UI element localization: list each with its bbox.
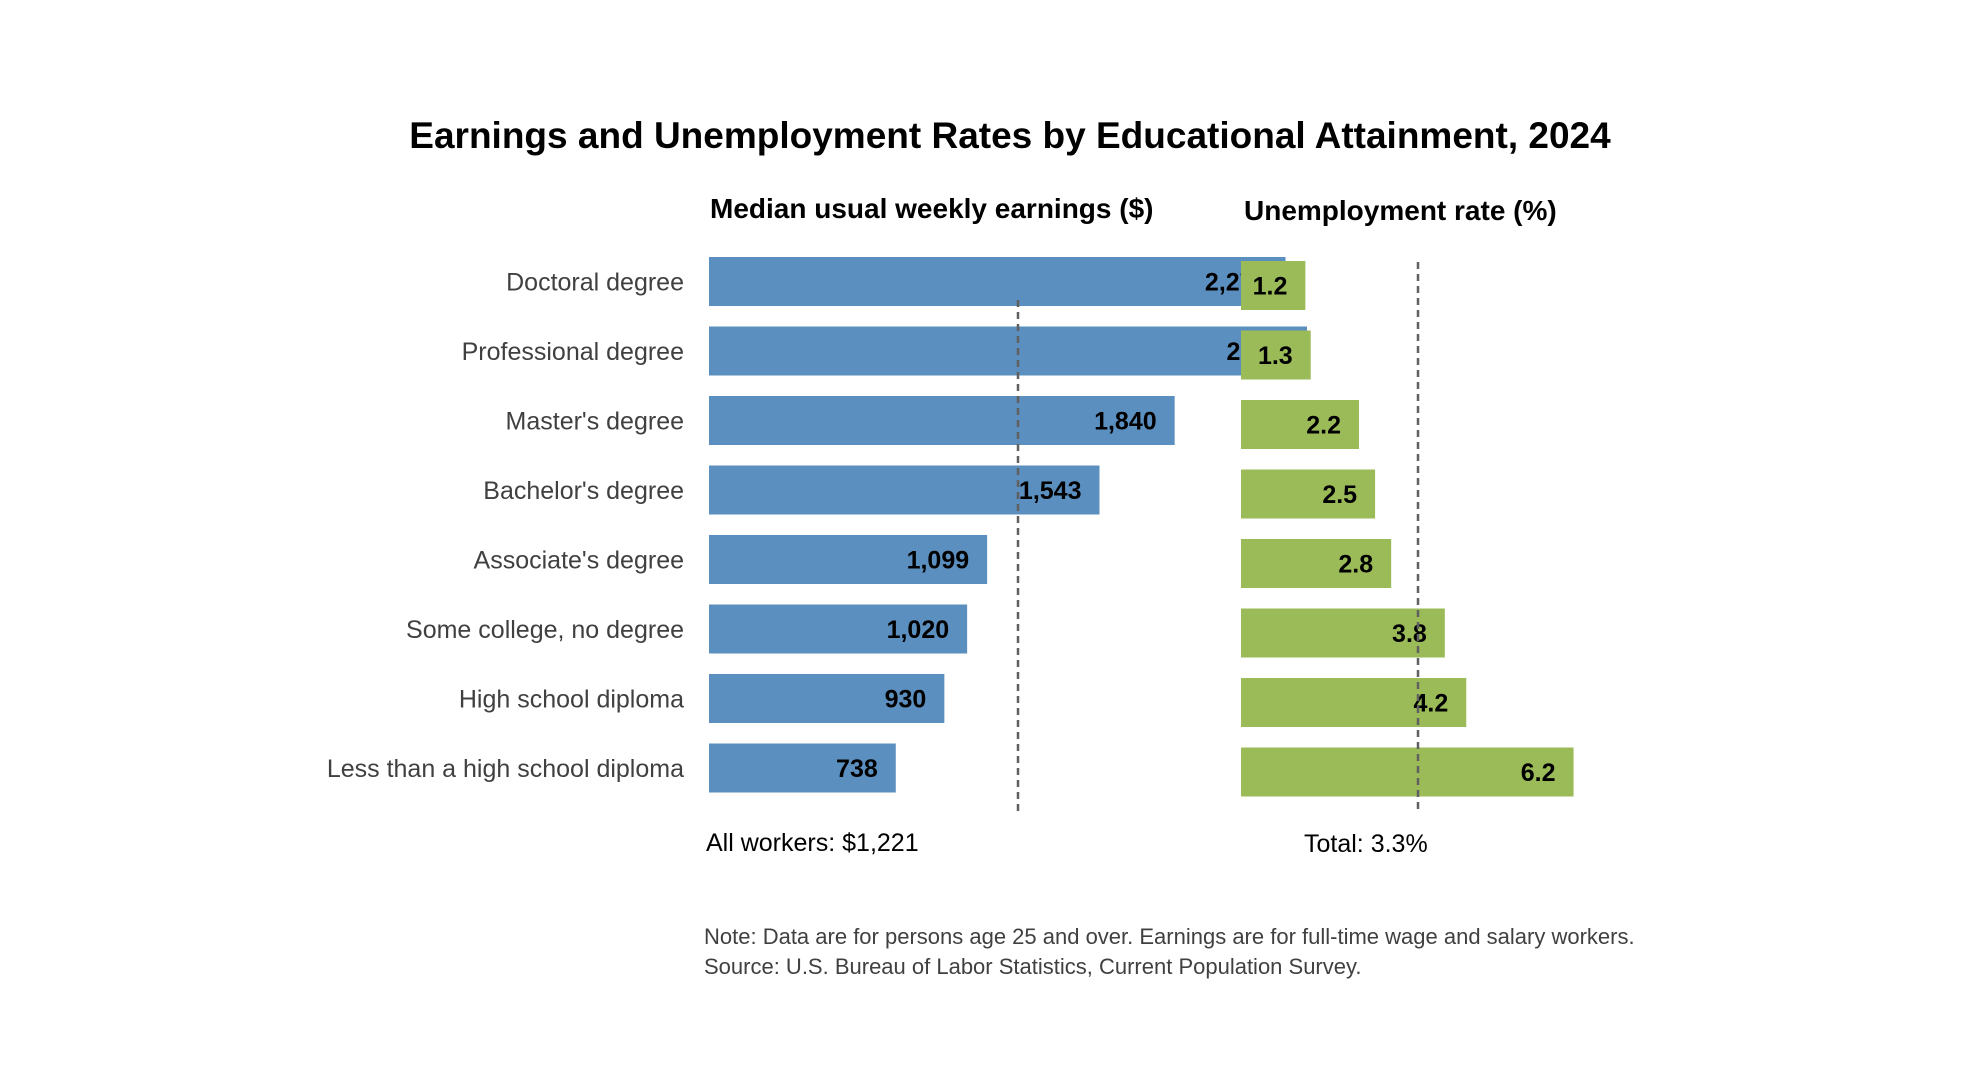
earnings-value-label: 930 — [885, 686, 927, 714]
earnings-value-label: 1,543 — [1019, 477, 1082, 505]
earnings-bar — [709, 326, 1308, 376]
source-line: Source: U.S. Bureau of Labor Statistics,… — [704, 954, 1361, 979]
unemployment-bar — [1241, 261, 1306, 310]
unemployment-bar — [1241, 608, 1445, 658]
earnings-bar — [709, 743, 896, 793]
earnings-value-label: 1,840 — [1094, 408, 1157, 436]
unemployment-bars: 1.2 1.3 2.2 2.5 2.8 3.8 4.2 6.2 — [1241, 261, 1574, 812]
unemployment-panel-title: Unemployment rate (%) — [1244, 195, 1557, 226]
unemployment-bar — [1241, 747, 1574, 797]
category-labels: Doctoral degree Professional degree Master… — [327, 269, 684, 784]
earnings-bar — [709, 674, 945, 723]
unemployment-value-label: 1.2 — [1253, 273, 1288, 301]
category-label: Less than a high school diploma — [327, 755, 684, 783]
unemployment-value-label: 4.2 — [1414, 690, 1449, 718]
earnings-bar — [709, 257, 1286, 306]
earnings-bar — [709, 535, 988, 584]
category-label: High school diploma — [459, 686, 684, 714]
category-label: Doctoral degree — [506, 269, 684, 297]
unemployment-bar — [1241, 400, 1359, 449]
earnings-bar — [709, 604, 968, 654]
category-label: Bachelor's degree — [483, 477, 684, 505]
earnings-value-label: 1,099 — [907, 547, 970, 575]
category-label: Some college, no degree — [406, 616, 684, 644]
unemployment-bar — [1241, 469, 1376, 519]
unemployment-value-label: 2.8 — [1338, 551, 1373, 579]
unemployment-value-label: 6.2 — [1521, 759, 1556, 787]
unemployment-value-label: 1.3 — [1258, 342, 1293, 370]
unemployment-bar — [1241, 678, 1467, 727]
chart-title: Earnings and Unemployment Rates by Educa… — [409, 115, 1611, 156]
unemployment-value-label: 3.8 — [1392, 620, 1427, 648]
earnings-reference-label: All workers: $1,221 — [706, 829, 919, 857]
earnings-value-label: 1,020 — [887, 616, 950, 644]
note-line: Note: Data are for persons age 25 and ov… — [704, 924, 1635, 949]
category-label: Professional degree — [462, 338, 684, 366]
unemployment-value-label: 2.5 — [1322, 481, 1357, 509]
earnings-bar — [709, 396, 1175, 445]
unemployment-bar — [1241, 539, 1392, 588]
unemployment-bar — [1241, 330, 1311, 380]
category-label: Associate's degree — [474, 547, 684, 575]
category-label: Master's degree — [506, 408, 684, 436]
unemployment-value-label: 2.2 — [1306, 412, 1341, 440]
unemployment-reference-label: Total: 3.3% — [1304, 830, 1428, 858]
earnings-bar — [709, 465, 1100, 515]
earnings-value-label: 738 — [836, 755, 878, 783]
earnings-panel-title: Median usual weekly earnings ($) — [710, 193, 1153, 224]
